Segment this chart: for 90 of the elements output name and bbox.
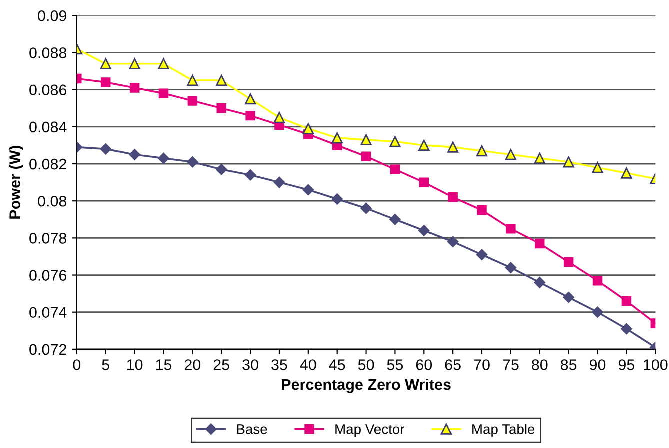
x-tick-label: 0 — [73, 360, 81, 370]
point — [418, 225, 430, 236]
point — [361, 152, 372, 162]
y-tick-label: 0.078 — [30, 233, 67, 244]
x-tick-label: 60 — [416, 360, 432, 370]
point — [274, 176, 286, 188]
x-tick-label: 15 — [156, 360, 172, 370]
y-tick-label: 0.074 — [30, 307, 67, 318]
legend-label: Map Vector — [336, 424, 405, 438]
point — [244, 94, 256, 105]
point — [332, 194, 343, 205]
point — [622, 296, 632, 306]
x-tick-label: 85 — [560, 360, 577, 370]
x-tick-label: 35 — [272, 360, 288, 370]
point — [390, 214, 401, 226]
point — [158, 152, 170, 164]
point — [592, 162, 604, 174]
point — [158, 88, 169, 98]
point — [418, 140, 430, 152]
point — [534, 152, 546, 164]
point — [564, 257, 574, 268]
point — [244, 170, 256, 181]
point — [621, 168, 632, 179]
x-tick-label: 10 — [127, 360, 143, 370]
x-tick-label: 95 — [618, 360, 635, 370]
x-tick-label: 90 — [590, 360, 606, 370]
point — [563, 156, 574, 168]
point — [216, 164, 228, 176]
x-tick-label: 55 — [387, 360, 404, 370]
point — [505, 262, 517, 274]
point — [274, 112, 286, 124]
x-tick-label: 50 — [358, 360, 374, 370]
point — [534, 277, 546, 288]
point — [129, 58, 140, 70]
point — [448, 142, 459, 153]
point — [100, 144, 112, 155]
point — [535, 238, 545, 249]
point — [216, 75, 228, 86]
point — [477, 206, 487, 216]
y-tick-label: 0.082 — [30, 158, 66, 170]
point — [360, 202, 372, 214]
y-tick-label: 0.086 — [30, 84, 67, 96]
legend-label: Map Table — [472, 424, 535, 438]
point — [216, 104, 226, 114]
x-tick-label: 100 — [644, 360, 668, 370]
x-tick-label: 45 — [329, 360, 346, 370]
point — [563, 292, 574, 304]
point — [158, 58, 170, 70]
x-tick-label: 20 — [184, 360, 201, 370]
point — [187, 156, 198, 168]
point — [419, 178, 430, 188]
point — [476, 249, 488, 260]
point — [101, 78, 111, 88]
x-tick-label: 25 — [214, 360, 230, 370]
point — [505, 149, 517, 160]
point — [506, 224, 516, 234]
point — [390, 164, 400, 174]
y-tick-label: 0.076 — [30, 270, 67, 281]
point — [360, 134, 372, 146]
point — [100, 58, 112, 70]
point — [302, 123, 314, 134]
point — [448, 192, 458, 202]
legend-label: Base — [237, 424, 268, 434]
y-tick-label: 0.08 — [38, 196, 67, 207]
point — [129, 149, 140, 160]
point — [447, 236, 459, 248]
y-tick-label: 0.09 — [38, 10, 66, 22]
point — [302, 184, 314, 196]
point — [621, 323, 632, 335]
point — [592, 276, 603, 286]
point — [390, 136, 401, 148]
point — [592, 306, 604, 318]
point — [130, 83, 140, 93]
x-tick-label: 70 — [474, 360, 490, 370]
x-tick-label: 75 — [503, 360, 519, 370]
point — [476, 145, 488, 157]
y-tick-label: 0.072 — [30, 344, 66, 356]
y-axis-title: Power (W) — [9, 146, 24, 219]
y-tick-label: 0.084 — [30, 122, 67, 133]
point — [188, 96, 198, 106]
x-axis-title: Percentage Zero Writes — [282, 378, 451, 394]
point — [246, 110, 256, 121]
point — [187, 75, 198, 86]
x-tick-label: 5 — [102, 360, 110, 370]
x-tick-label: 30 — [242, 360, 258, 370]
x-tick-label: 40 — [300, 360, 316, 370]
x-tick-label: 65 — [445, 360, 461, 370]
point — [332, 132, 343, 144]
y-tick-label: 0.088 — [30, 48, 67, 58]
x-tick-label: 80 — [532, 360, 548, 370]
